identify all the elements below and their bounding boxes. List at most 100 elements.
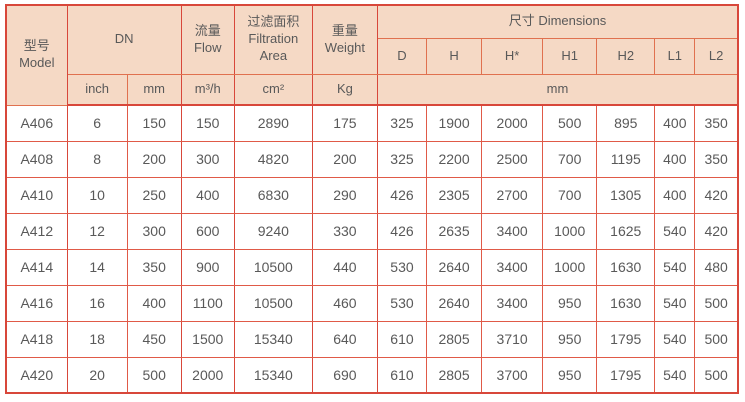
header-model-en: Model [19, 55, 55, 71]
header-dim-h1: H1 [542, 37, 598, 75]
value-cell-dim-l1: 540 [654, 356, 696, 394]
value-cell-dn-mm: 500 [126, 356, 182, 394]
model-cell: A406 [5, 104, 68, 142]
value-cell-dim-h1: 1000 [542, 212, 598, 250]
value-cell-dn-inch: 8 [66, 140, 128, 178]
value-cell-dim-hstar: 3400 [481, 248, 544, 286]
value-cell-dim-l1: 400 [654, 104, 696, 142]
value-cell-dim-l2: 350 [694, 104, 739, 142]
header-dim-l1: L1 [654, 37, 696, 75]
unit-filtration-area: cm² [233, 73, 313, 106]
header-weight-zh: 重量 [331, 22, 358, 38]
unit-flow: m³/h [180, 73, 235, 106]
value-cell-flow: 900 [180, 248, 235, 286]
value-cell-dim-h1: 700 [542, 176, 598, 214]
header-model-zh: 型号 [23, 38, 50, 54]
value-cell-dim-l2: 500 [694, 284, 739, 322]
value-cell-dim-hstar: 2500 [481, 140, 544, 178]
value-cell-dim-h: 1900 [426, 104, 483, 142]
value-cell-dim-h1: 950 [542, 284, 598, 322]
value-cell-dim-h2: 1630 [596, 248, 656, 286]
table-row: A406 6 150 150 2890 175 325 1900 2000 50… [5, 104, 739, 142]
table-row: A408 8 200 300 4820 200 325 2200 2500 70… [5, 140, 739, 178]
value-cell-dim-h2: 1795 [596, 320, 656, 358]
table-row: A412 12 300 600 9240 330 426 2635 3400 1… [5, 212, 739, 250]
value-cell-dim-d: 610 [376, 320, 428, 358]
unit-dimensions-mm: mm [376, 73, 739, 106]
value-cell-dn-mm: 250 [126, 176, 182, 214]
value-cell-dim-h2: 895 [596, 104, 656, 142]
value-cell-dim-hstar: 2000 [481, 104, 544, 142]
value-cell-dim-l2: 420 [694, 176, 739, 214]
model-cell: A408 [5, 140, 68, 178]
value-cell-dim-d: 325 [376, 140, 428, 178]
table-row: A420 20 500 2000 15340 690 610 2805 3700… [5, 356, 739, 394]
value-cell-dim-l1: 540 [654, 284, 696, 322]
value-cell-dim-h2: 1625 [596, 212, 656, 250]
value-cell-filtration-area: 2890 [233, 104, 313, 142]
spec-table-header: 型号 Model DN 流量 Flow 过滤面积 Filtration Area… [5, 4, 739, 106]
value-cell-dim-l2: 480 [694, 248, 739, 286]
value-cell-filtration-area: 10500 [233, 284, 313, 322]
model-cell: A412 [5, 212, 68, 250]
value-cell-dn-inch: 10 [66, 176, 128, 214]
header-dim-h: H [426, 37, 483, 75]
value-cell-dn-mm: 450 [126, 320, 182, 358]
model-cell: A414 [5, 248, 68, 286]
table-row: A414 14 350 900 10500 440 530 2640 3400 … [5, 248, 739, 286]
value-cell-flow: 150 [180, 104, 235, 142]
value-cell-weight: 330 [311, 212, 378, 250]
value-cell-filtration-area: 15340 [233, 320, 313, 358]
value-cell-dim-h1: 700 [542, 140, 598, 178]
header-dim-d: D [376, 37, 428, 75]
value-cell-dim-h: 2640 [426, 284, 483, 322]
value-cell-weight: 175 [311, 104, 378, 142]
value-cell-dim-h2: 1195 [596, 140, 656, 178]
value-cell-dim-l2: 350 [694, 140, 739, 178]
value-cell-dn-mm: 350 [126, 248, 182, 286]
value-cell-flow: 2000 [180, 356, 235, 394]
value-cell-dim-d: 426 [376, 176, 428, 214]
header-model: 型号 Model [5, 4, 68, 106]
value-cell-filtration-area: 9240 [233, 212, 313, 250]
header-flow-en: Flow [194, 39, 222, 55]
header-flow-zh: 流量 [194, 22, 221, 38]
value-cell-dim-d: 530 [376, 284, 428, 322]
header-filtration-zh: 过滤面积 [247, 14, 300, 30]
table-row: A410 10 250 400 6830 290 426 2305 2700 7… [5, 176, 739, 214]
header-flow: 流量 Flow [180, 4, 235, 75]
value-cell-dim-h2: 1305 [596, 176, 656, 214]
value-cell-dim-hstar: 3400 [481, 212, 544, 250]
value-cell-dim-d: 426 [376, 212, 428, 250]
header-filtration-en2: Area [259, 48, 288, 64]
value-cell-dim-d: 610 [376, 356, 428, 394]
value-cell-dn-mm: 400 [126, 284, 182, 322]
value-cell-dim-l2: 500 [694, 320, 739, 358]
model-cell: A418 [5, 320, 68, 358]
value-cell-dim-h1: 500 [542, 104, 598, 142]
value-cell-dim-h: 2805 [426, 320, 483, 358]
header-dim-h2: H2 [596, 37, 656, 75]
value-cell-dim-l2: 420 [694, 212, 739, 250]
value-cell-dn-inch: 16 [66, 284, 128, 322]
header-weight: 重量 Weight [311, 4, 378, 75]
header-weight-en: Weight [324, 39, 366, 55]
value-cell-dim-h: 2635 [426, 212, 483, 250]
unit-dn-mm: mm [126, 73, 182, 106]
value-cell-dim-h1: 950 [542, 356, 598, 394]
header-dim-l2: L2 [694, 37, 739, 75]
value-cell-dim-h: 2305 [426, 176, 483, 214]
value-cell-dim-h: 2805 [426, 356, 483, 394]
table-row: A418 18 450 1500 15340 640 610 2805 3710… [5, 320, 739, 358]
value-cell-dim-hstar: 3710 [481, 320, 544, 358]
value-cell-dim-hstar: 3400 [481, 284, 544, 322]
value-cell-weight: 640 [311, 320, 378, 358]
header-dim-hstar: H* [481, 37, 544, 75]
header-filtration-area: 过滤面积 Filtration Area [233, 4, 313, 75]
model-cell: A416 [5, 284, 68, 322]
value-cell-dn-mm: 150 [126, 104, 182, 142]
value-cell-dim-l1: 540 [654, 320, 696, 358]
unit-weight: Kg [311, 73, 378, 106]
value-cell-weight: 200 [311, 140, 378, 178]
